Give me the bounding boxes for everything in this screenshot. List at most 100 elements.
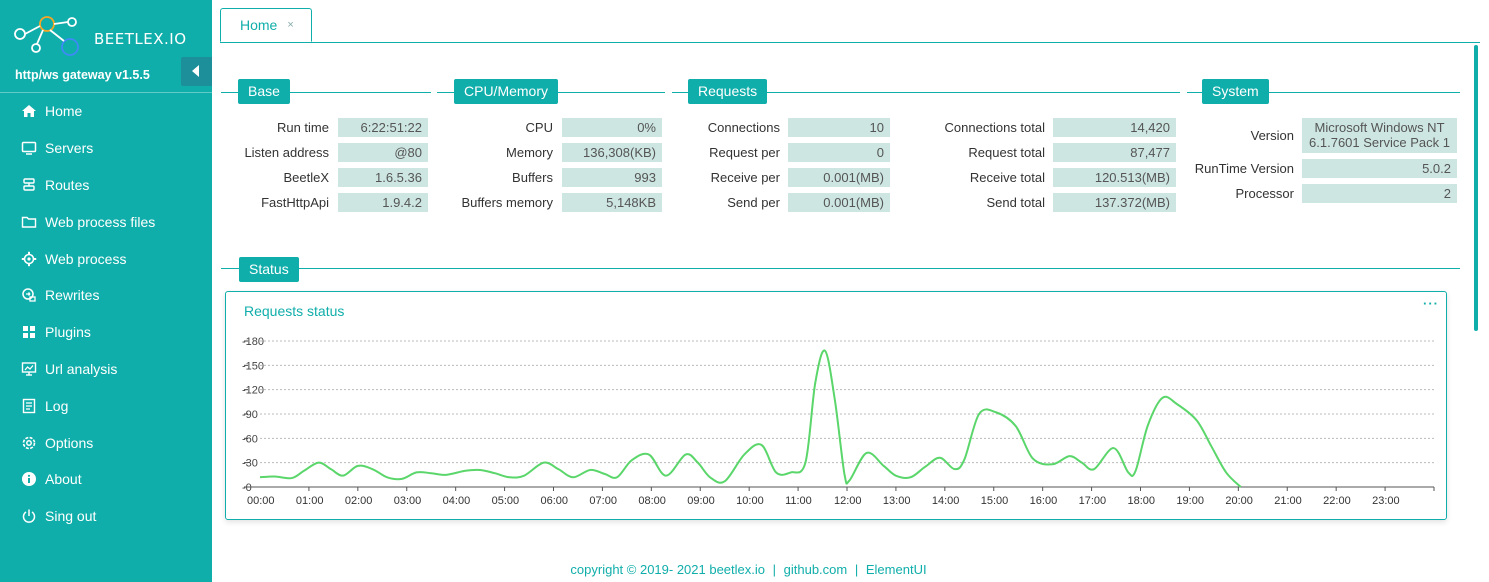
sidebar-item-label: Options	[45, 434, 94, 451]
footer-separator: |	[854, 562, 859, 577]
sidebar-item-options[interactable]: Options	[0, 424, 212, 461]
requests-panel-line	[672, 92, 1180, 93]
listen-address-value: @80	[338, 143, 428, 162]
sidebar-divider	[0, 92, 212, 93]
sidebar-nav: Home Servers Routes Web process files We…	[0, 93, 212, 535]
x-tick-label: 03:00	[394, 495, 422, 507]
footer-copyright: copyright © 2019- 2021 beetlex.io	[570, 562, 765, 577]
y-tick-label: -0	[242, 482, 252, 494]
tab-label: Home	[240, 17, 278, 33]
footer: copyright © 2019- 2021 beetlex.io | gith…	[0, 562, 1489, 577]
sidebar-item-rewrites[interactable]: Rewrites	[0, 277, 212, 314]
x-tick-label: 07:00	[589, 495, 617, 507]
os-version-value: Microsoft Windows NT 6.1.7601 Service Pa…	[1302, 118, 1457, 153]
receive-total-label: Receive total	[969, 170, 1045, 185]
send-per-value: 0.001(MB)	[788, 193, 890, 212]
y-tick-label: -60	[242, 433, 258, 445]
x-tick-label: 23:00	[1372, 495, 1400, 507]
cpu-value: 0%	[562, 118, 662, 137]
os-version-line2: 6.1.7601 Service Pack 1	[1309, 135, 1450, 150]
send-per-label: Send per	[727, 195, 780, 210]
gear-icon	[21, 251, 37, 267]
runtime-version-label: RunTime Version	[1194, 161, 1294, 176]
sidebar-item-sign-out[interactable]: Sing out	[0, 498, 212, 535]
send-total-value: 137.372(MB)	[1053, 193, 1176, 212]
os-version-line1: Microsoft Windows NT	[1314, 120, 1445, 135]
sidebar-item-label: About	[45, 471, 82, 488]
x-tick-label: 01:00	[296, 495, 324, 507]
buffers-value: 993	[562, 168, 662, 187]
requests-status-chart: Requests status ··· -0 -30 -60 -90 -120 -150-…	[225, 291, 1447, 520]
tab-bar-line	[220, 42, 1480, 43]
series-line-requests	[259, 349, 1242, 488]
sidebar-item-home[interactable]: Home	[0, 93, 212, 130]
request-per-label: Request per	[709, 145, 780, 160]
analysis-icon	[21, 361, 37, 377]
close-icon[interactable]: ×	[287, 19, 294, 31]
sidebar-item-label: Url analysis	[45, 360, 118, 377]
x-tick-label: 02:00	[345, 495, 373, 507]
power-icon	[21, 508, 37, 524]
status-panel-line	[221, 268, 1460, 269]
sidebar-item-about[interactable]: About	[0, 461, 212, 498]
x-tick-label: 21:00	[1274, 495, 1302, 507]
options-icon	[21, 435, 37, 451]
runtime-version-value: 5.0.2	[1302, 159, 1457, 178]
x-tick-label: 18:00	[1128, 495, 1156, 507]
x-tick-label: 19:00	[1176, 495, 1204, 507]
caret-left-icon	[192, 65, 199, 77]
sidebar-item-label: Web process	[45, 250, 127, 267]
sidebar-item-label: Home	[45, 103, 83, 120]
folder-icon	[21, 214, 37, 230]
more-icon[interactable]: ···	[1423, 296, 1439, 311]
sidebar-item-label: Servers	[45, 140, 94, 157]
sidebar-item-label: Web process files	[45, 213, 156, 230]
footer-link-github[interactable]: github.com	[783, 562, 848, 577]
tab-bar: Home ×	[220, 8, 1480, 43]
x-tick-label: 12:00	[834, 495, 862, 507]
request-per-value: 0	[788, 143, 890, 162]
processor-value: 2	[1302, 184, 1457, 203]
x-tick-label: 06:00	[541, 495, 569, 507]
beetlex-value: 1.6.5.36	[338, 168, 428, 187]
memory-value: 136,308(KB)	[562, 143, 662, 162]
receive-per-label: Receive per	[710, 170, 780, 185]
sidebar-item-plugins[interactable]: Plugins	[0, 314, 212, 351]
sidebar-item-web-process-files[interactable]: Web process files	[0, 203, 212, 240]
x-tick-label: 20:00	[1225, 495, 1253, 507]
sidebar-item-servers[interactable]: Servers	[0, 130, 212, 167]
connections-label: Connections	[707, 120, 780, 135]
y-tick-label: -30	[242, 458, 258, 470]
sidebar-item-url-analysis[interactable]: Url analysis	[0, 351, 212, 388]
sidebar-item-web-process[interactable]: Web process	[0, 240, 212, 277]
x-tick-label: 05:00	[492, 495, 520, 507]
scrollbar[interactable]	[1474, 45, 1478, 331]
system-panel-line	[1187, 92, 1460, 93]
system-panel-title: System	[1202, 79, 1269, 104]
sidebar-item-log[interactable]: Log	[0, 387, 212, 424]
sidebar-item-label: Log	[45, 397, 69, 414]
cpu-label: CPU	[525, 120, 553, 135]
connections-total-value: 14,420	[1053, 118, 1176, 137]
buffers-memory-label: Buffers memory	[461, 195, 553, 210]
request-total-label: Request total	[968, 145, 1045, 160]
send-total-label: Send total	[986, 195, 1045, 210]
home-icon	[21, 103, 37, 119]
receive-total-value: 120.513(MB)	[1053, 168, 1176, 187]
logo-text: BEETLEX.IO	[94, 30, 187, 48]
footer-link-elementui[interactable]: ElementUI	[865, 562, 927, 577]
receive-per-value: 0.001(MB)	[788, 168, 890, 187]
x-tick-label: 04:00	[443, 495, 471, 507]
x-tick-label: 22:00	[1323, 495, 1351, 507]
sidebar-item-label: Plugins	[45, 324, 91, 341]
y-tick-label: -180	[242, 336, 264, 348]
collapse-sidebar-button[interactable]	[181, 57, 212, 86]
y-tick-label: -120	[242, 385, 264, 397]
tab-home[interactable]: Home ×	[220, 8, 312, 42]
app-version: http/ws gateway v1.5.5	[15, 68, 150, 82]
log-icon	[21, 398, 37, 414]
routes-icon	[21, 177, 37, 193]
beetlex-label: BeetleX	[283, 170, 329, 185]
connections-value: 10	[788, 118, 890, 137]
sidebar-item-routes[interactable]: Routes	[0, 167, 212, 204]
